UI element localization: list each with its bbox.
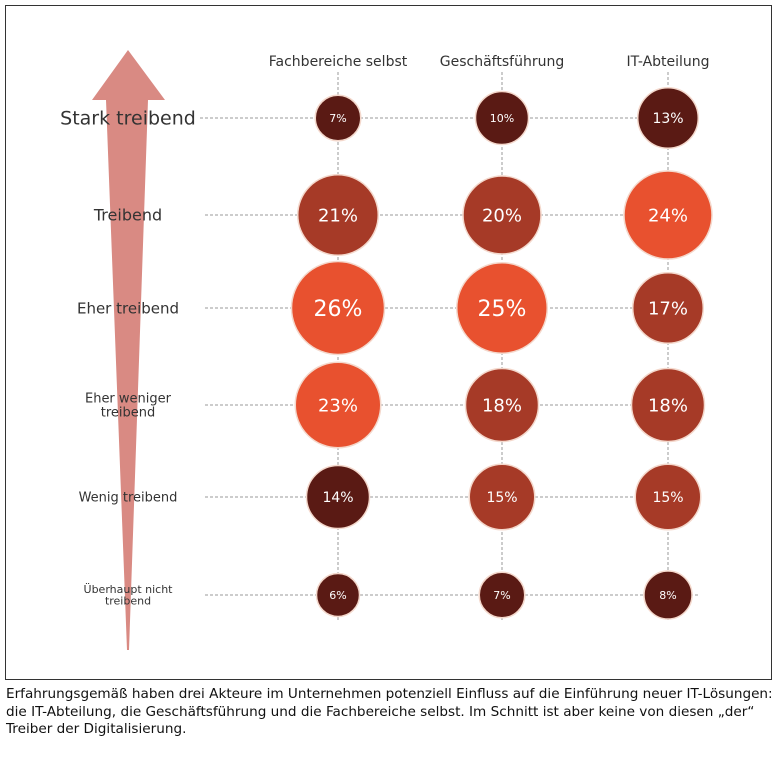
data-label: 18% bbox=[482, 395, 522, 416]
bubble bbox=[468, 463, 536, 531]
bubble bbox=[456, 262, 548, 354]
bubble bbox=[643, 570, 693, 620]
row-label: Eher treibend bbox=[77, 299, 179, 317]
data-label: 13% bbox=[652, 111, 683, 127]
data-label: 20% bbox=[482, 205, 522, 226]
bubble bbox=[464, 367, 540, 443]
bubble-chart: Fachbereiche selbst Geschäftsführung IT-Ab… bbox=[60, 50, 713, 650]
row-label: treibend bbox=[101, 405, 156, 420]
column-header: IT-Abteilung bbox=[626, 54, 709, 70]
data-label: 21% bbox=[318, 205, 358, 226]
row-label: Eher weniger bbox=[85, 392, 172, 407]
row-label: Stark treibend bbox=[60, 108, 196, 130]
bubble bbox=[474, 90, 530, 146]
data-label: 6% bbox=[329, 589, 346, 602]
bubble bbox=[294, 361, 382, 449]
bubble bbox=[478, 571, 526, 619]
bubble bbox=[462, 175, 542, 255]
data-label: 15% bbox=[486, 490, 517, 506]
bubble bbox=[305, 464, 371, 530]
data-label: 8% bbox=[659, 589, 676, 602]
data-label: 14% bbox=[322, 490, 353, 506]
data-label: 7% bbox=[493, 589, 510, 602]
bubble bbox=[290, 260, 386, 356]
bubble bbox=[315, 572, 361, 618]
caption: Erfahrungsgemäß haben drei Akteure im Un… bbox=[6, 686, 773, 737]
data-label: 18% bbox=[648, 395, 688, 416]
bubble bbox=[314, 94, 362, 142]
bubble bbox=[632, 272, 704, 344]
bubble bbox=[637, 87, 699, 149]
bubble bbox=[297, 174, 379, 256]
data-label: 7% bbox=[329, 112, 346, 125]
column-header: Fachbereiche selbst bbox=[269, 54, 408, 70]
data-label: 17% bbox=[648, 298, 688, 319]
row-label: treibend bbox=[105, 595, 151, 608]
bubble bbox=[623, 170, 713, 260]
bubble bbox=[634, 463, 702, 531]
bubble bbox=[630, 367, 706, 443]
column-header: Geschäftsführung bbox=[440, 54, 564, 70]
row-label: Treibend bbox=[93, 206, 162, 225]
chart-frame bbox=[5, 5, 772, 680]
row-label: Wenig treibend bbox=[79, 491, 178, 506]
row-label: Überhaupt nicht bbox=[84, 583, 174, 596]
data-label: 25% bbox=[478, 297, 527, 322]
data-label: 26% bbox=[314, 297, 363, 322]
data-label: 24% bbox=[648, 205, 688, 226]
data-label: 15% bbox=[652, 490, 683, 506]
data-label: 23% bbox=[318, 395, 358, 416]
data-label: 10% bbox=[490, 112, 514, 125]
up-arrow bbox=[92, 50, 165, 650]
